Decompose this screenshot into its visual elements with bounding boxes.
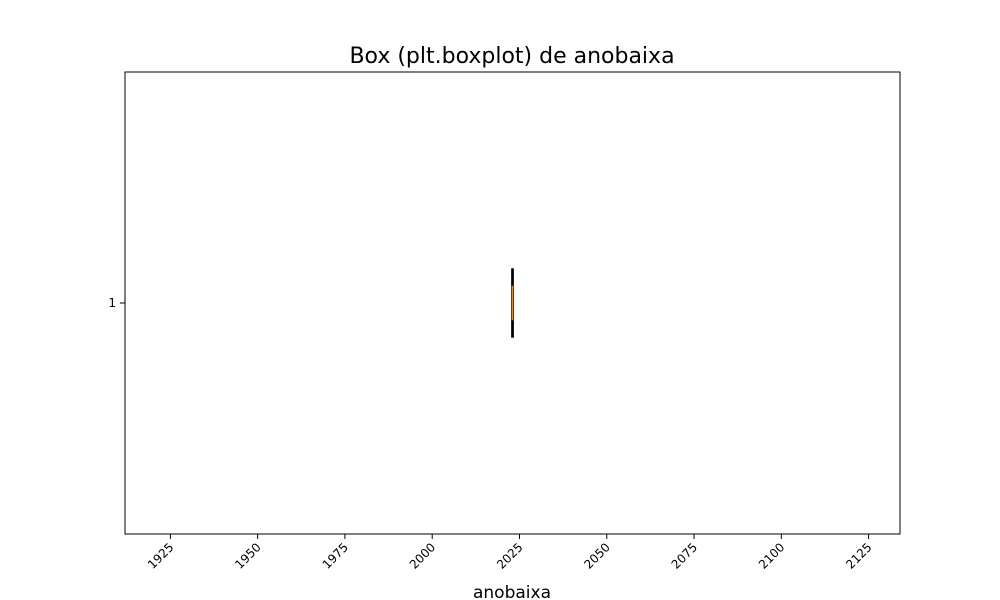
x-tick-label: 2100	[756, 540, 787, 571]
box-series	[511, 268, 514, 338]
x-tick-label: 1975	[320, 540, 351, 571]
chart-title: Box (plt.boxplot) de anobaixa	[349, 44, 674, 69]
x-tick-label: 2025	[494, 540, 525, 571]
x-tick-label: 2050	[581, 540, 612, 571]
y-tick-label: 1	[108, 296, 116, 310]
x-tick-label: 2000	[407, 540, 438, 571]
x-tick-label: 1950	[232, 540, 263, 571]
x-axis-ticks: 1925 1950 1975 2000 2025 2050 2075 2100 2125	[145, 534, 875, 572]
x-tick-label: 2125	[843, 540, 874, 571]
x-tick-label: 2075	[669, 540, 700, 571]
y-axis-ticks: 1	[108, 296, 125, 310]
x-tick-label: 1925	[145, 540, 176, 571]
x-axis-label: anobaixa	[473, 583, 551, 600]
